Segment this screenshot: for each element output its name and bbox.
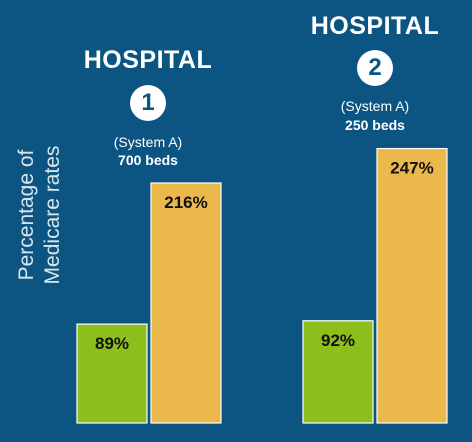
hospital-2-system: (System A) — [340, 98, 410, 114]
bar-green-hospital-1 — [76, 323, 148, 424]
bar-value-label: 247% — [390, 159, 433, 178]
bar-value-label: 89% — [95, 334, 129, 353]
hospital-1-beds: 700 beds — [118, 152, 178, 168]
hospital-2-number-badge: 2 — [357, 50, 393, 86]
bar-value-label: 216% — [164, 193, 207, 212]
bar-gold-hospital-2 — [376, 147, 448, 424]
hospital-2-beds: 250 beds — [345, 117, 405, 133]
bar-gold-hospital-1 — [150, 182, 222, 424]
hospital-1-number-badge: 1 — [130, 85, 166, 121]
hospital-1-system: (System A) — [113, 134, 183, 150]
hospital-2-title: HOSPITAL — [310, 12, 440, 40]
bar-green-hospital-2 — [302, 320, 374, 424]
bar-value-label: 92% — [321, 331, 355, 350]
hospital-1-title: HOSPITAL — [83, 46, 213, 74]
